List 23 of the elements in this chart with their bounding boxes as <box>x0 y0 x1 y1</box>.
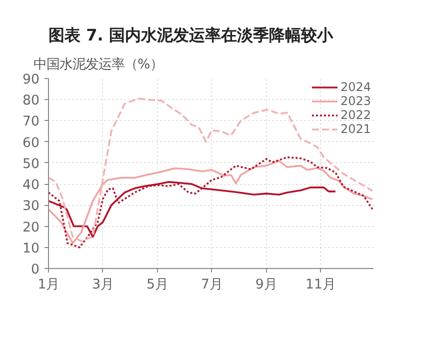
y-tick-label: 20 <box>22 220 40 236</box>
y-tick-label: 90 <box>22 72 40 88</box>
x-tick-label: 11月 <box>305 278 336 292</box>
x-tick-label: 9月 <box>255 278 277 292</box>
y-tick-label: 50 <box>22 156 40 172</box>
chart-title: 图表 7. 国内水泥发运率在淡季降幅较小 <box>48 26 334 44</box>
x-tick-label: 3月 <box>92 278 114 292</box>
y-tick-label: 10 <box>22 241 40 256</box>
legend-label: 2021 <box>340 122 371 136</box>
y-tick-label: 70 <box>22 114 40 130</box>
legend-label: 2022 <box>340 108 371 122</box>
x-tick-label: 7月 <box>200 278 222 292</box>
y-tick-label: 40 <box>22 178 40 194</box>
line-series <box>48 98 374 242</box>
y-axis-title: 中国水泥发运率（%） <box>34 56 164 72</box>
x-tick-label: 5月 <box>146 278 168 292</box>
x-tick-label: 1月 <box>38 278 60 292</box>
y-tick-label: 60 <box>22 136 40 151</box>
y-tick-label: 30 <box>22 199 40 214</box>
y-tick-label: 80 <box>22 94 40 109</box>
y-tick-label: 0 <box>31 262 40 278</box>
legend-label: 2024 <box>340 80 371 94</box>
legend-label: 2023 <box>340 94 371 108</box>
